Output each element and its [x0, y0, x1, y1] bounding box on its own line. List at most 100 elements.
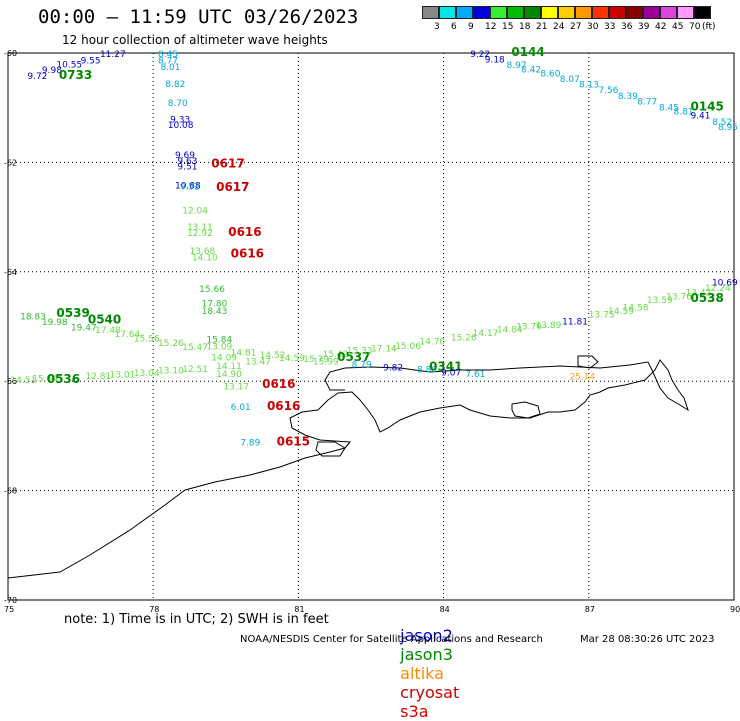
color-scale-label: 21 — [536, 22, 548, 32]
wave-height-label: 17.64 — [114, 330, 140, 340]
color-scale-swatch — [490, 6, 507, 19]
legend-s3a: s3a — [400, 702, 429, 721]
color-scale-label: 27 — [570, 22, 582, 32]
wave-height-label: 15.42 — [323, 350, 349, 360]
wave-height-label: 8.07 — [560, 75, 580, 85]
wave-height-label: 10.69 — [712, 279, 738, 289]
color-scale-label: 15 — [502, 22, 514, 32]
color-scale-swatch — [456, 6, 473, 19]
wave-height-label: 19.47 — [71, 324, 97, 334]
page-title: 00:00 – 11:59 UTC 03/26/2023 — [38, 6, 359, 28]
wave-height-label: 8.45 — [158, 50, 178, 60]
wave-height-label: 11.81 — [562, 317, 588, 327]
legend-jason2: jason2 — [400, 626, 453, 645]
wave-height-label: 10.88 — [175, 181, 201, 191]
axis-tick-labels: 75 78 81 84 87 90 -60 -62 -64 -66 -68 -70 — [4, 49, 740, 614]
wave-height-label: 9.07 — [441, 368, 461, 378]
wave-height-label: 8.42 — [521, 65, 541, 75]
pass-time-label: 0616 — [228, 225, 261, 239]
wave-height-label: 14.59 — [608, 307, 634, 317]
color-scale-swatch — [422, 6, 439, 19]
color-scale-label: 42 — [655, 22, 667, 32]
y-tick-label: -60 — [4, 49, 17, 58]
wave-height-label: 13.75 — [589, 310, 615, 320]
wave-height-label: 18.43 — [202, 307, 228, 317]
color-scale-swatch — [507, 6, 524, 19]
island-outline — [511, 401, 541, 419]
lat-lon-grid — [8, 53, 734, 600]
wave-height-label: 8.13 — [579, 81, 599, 91]
wave-height-label: 10.55 — [56, 60, 82, 70]
island-outline — [577, 355, 599, 369]
footer-note: note: 1) Time is in UTC; 2) SWH is in fe… — [64, 612, 329, 627]
satellite-legend: jason2 jason3 altika cryosat s3a — [390, 607, 467, 721]
pass-time-label: 0733 — [59, 68, 92, 82]
y-tick-label: -70 — [4, 596, 17, 605]
color-scale-label: 36 — [621, 22, 633, 32]
color-scale-swatch — [541, 6, 558, 19]
wave-height-label: 12.92 — [187, 229, 213, 239]
wave-height-label: 15.64 — [32, 374, 58, 384]
pass-time-label: 0537 — [337, 350, 370, 364]
color-scale-label: 70 — [689, 22, 701, 32]
pass-time-label: 0538 — [690, 291, 723, 305]
wave-height-label: 9.82 — [383, 363, 403, 373]
wave-height-label: 13.42 — [686, 288, 712, 298]
x-tick-label: 84 — [440, 605, 450, 614]
wave-height-label: 14.70 — [419, 338, 445, 348]
color-scale-label: 9 — [468, 22, 474, 32]
color-scale-label: 30 — [587, 22, 599, 32]
wave-height-label: 9.33 — [170, 116, 190, 126]
color-scale-swatch — [609, 6, 626, 19]
color-scale-swatch — [677, 6, 694, 19]
wave-height-label: 15.47 — [182, 343, 208, 353]
wave-height-label: 8.52 — [712, 118, 732, 128]
wave-height-label: 9.51 — [177, 163, 197, 173]
color-scale-label: 33 — [604, 22, 616, 32]
wave-height-label: 8.77 — [158, 57, 178, 67]
wave-height-label: 9.55 — [81, 57, 101, 67]
wave-height-label: 17.48 — [95, 326, 121, 336]
wave-height-label: 15.56 — [134, 334, 160, 344]
x-tick-label: 81 — [294, 605, 304, 614]
pass-time-label: 0616 — [267, 399, 300, 413]
pass-time-label: 0617 — [211, 156, 244, 170]
wave-height-label: 13.04 — [134, 369, 160, 379]
wave-height-label: 13.59 — [647, 296, 673, 306]
pass-time-label: 0616 — [262, 377, 295, 391]
y-tick-label: -62 — [4, 158, 17, 167]
wave-height-label: 15.99 — [313, 357, 339, 367]
pass-time-label: 0145 — [690, 100, 723, 114]
color-scale-labels: 3 6 9 12 15 18 21 24 27 30 33 36 39 42 45 70 (ft) — [422, 22, 732, 34]
map-frame — [7, 52, 735, 601]
wave-height-label: 9.72 — [27, 72, 47, 82]
wave-height-label: 13.89 — [536, 321, 562, 331]
wave-height-label: 8.39 — [618, 92, 638, 102]
wave-height-label: 15.79 — [303, 355, 329, 365]
wave-height-label: 8.82 — [165, 80, 185, 90]
wave-height-label: 15.26 — [158, 339, 184, 349]
pass-time-label: 0616 — [231, 247, 264, 261]
wave-height-label: 8.80 — [417, 366, 437, 376]
wave-height-label: 9.69 — [175, 151, 195, 161]
wave-height-label: 8.95 — [718, 123, 738, 133]
wave-height-label: 14.81 — [231, 349, 257, 359]
wave-height-label: 9.18 — [485, 55, 505, 65]
legend-jason3: jason3 — [400, 645, 453, 664]
wave-height-label: 18.83 — [20, 313, 46, 323]
color-scale-label: 18 — [519, 22, 531, 32]
wave-height-label: 14.10 — [192, 253, 218, 263]
wave-height-label: 9.41 — [690, 111, 710, 121]
wave-height-label: 25.14 — [569, 373, 595, 383]
wave-height-label: 14.17 — [473, 329, 499, 339]
legend-altika: altika — [400, 664, 444, 683]
color-scale-label: 24 — [553, 22, 565, 32]
pass-time-label: 0540 — [88, 312, 121, 326]
wave-height-label: 6.01 — [231, 403, 251, 413]
wave-height-label: 13.11 — [187, 223, 213, 233]
wave-height-label: 8.77 — [637, 98, 657, 108]
wave-height-label: 8.01 — [160, 63, 180, 73]
wave-height-label: 12.04 — [182, 206, 208, 216]
wave-height-label: 13.10 — [158, 367, 184, 377]
